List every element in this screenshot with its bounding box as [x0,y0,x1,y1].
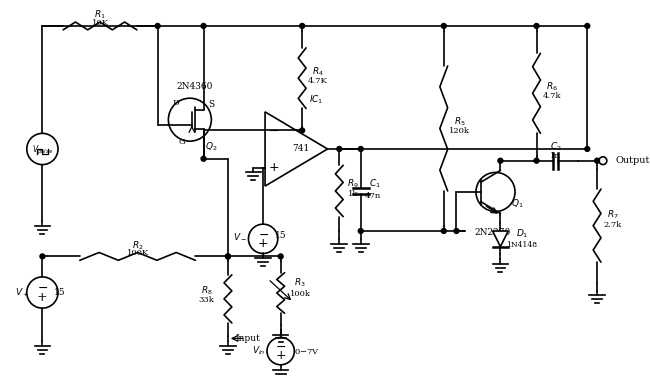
Text: 15: 15 [54,288,66,297]
Circle shape [358,229,363,233]
Text: 15: 15 [275,232,287,240]
Text: 1N4148: 1N4148 [506,241,538,249]
Text: 2N2270: 2N2270 [474,229,511,238]
Text: $-$: $-$ [275,340,286,353]
Text: $C_1$: $C_1$ [369,178,380,190]
Circle shape [534,158,539,163]
Text: $V_{pulse}$: $V_{pulse}$ [32,144,53,158]
Text: 47n: 47n [365,192,381,200]
Text: $R_6$: $R_6$ [546,80,558,93]
Text: $+$: $+$ [275,349,286,362]
Text: $Q_2$: $Q_2$ [205,141,218,153]
Text: 1k: 1k [348,190,358,198]
Text: $-$: $-$ [257,227,268,240]
Text: 0$-$7V: 0$-$7V [294,347,320,356]
Text: $D_1$: $D_1$ [515,228,528,240]
Text: S: S [208,100,214,108]
Circle shape [226,254,230,259]
Circle shape [498,158,503,163]
Text: 4.7K: 4.7K [308,77,328,85]
Text: $R_4$: $R_4$ [312,65,324,78]
Circle shape [585,23,590,28]
Text: $Q_1$: $Q_1$ [511,197,523,210]
Circle shape [534,23,539,28]
Text: G: G [179,138,185,146]
Text: 100K: 100K [127,249,149,257]
Text: $R_8$: $R_8$ [201,284,213,297]
Text: $V_-$: $V_-$ [233,231,248,241]
Circle shape [358,147,363,152]
Circle shape [201,156,206,161]
Circle shape [278,254,283,259]
Text: 2.7k: 2.7k [603,221,622,229]
Text: 33k: 33k [198,296,214,304]
Circle shape [300,23,305,28]
Text: $-$: $-$ [268,124,280,137]
Circle shape [337,147,342,152]
Text: 2N4360: 2N4360 [177,82,213,91]
Text: $R_7$: $R_7$ [607,209,619,221]
Circle shape [201,23,206,28]
Text: $R_1$: $R_1$ [94,9,106,22]
Polygon shape [493,231,508,247]
Circle shape [155,23,160,28]
Circle shape [595,158,599,163]
Text: $R_9$: $R_9$ [347,178,359,190]
Circle shape [585,147,590,152]
Text: $R_5$: $R_5$ [454,115,465,128]
Circle shape [441,23,446,28]
Text: $+$: $+$ [257,237,268,250]
Text: 100k: 100k [290,290,311,299]
Text: 4.7k: 4.7k [543,92,562,100]
Text: D: D [173,99,179,107]
Circle shape [40,254,45,259]
Text: Input: Input [236,334,261,343]
Text: $IC_1$: $IC_1$ [309,94,323,106]
Text: 10K: 10K [92,19,109,27]
Text: $R_3$: $R_3$ [294,277,306,289]
Text: 120k: 120k [449,127,470,135]
Text: 1n: 1n [550,152,561,160]
Text: $-$: $-$ [37,281,48,294]
Circle shape [300,128,305,133]
Text: $+$: $+$ [268,161,280,174]
Text: $V_+$: $V_+$ [15,286,29,299]
Text: $C_2$: $C_2$ [550,141,562,153]
Text: Output: Output [615,156,649,165]
Circle shape [226,254,230,259]
Text: +: + [37,291,47,304]
Text: $R_2$: $R_2$ [132,240,144,252]
Circle shape [441,229,446,233]
Text: $V_{in}$: $V_{in}$ [252,345,265,357]
Circle shape [454,229,459,233]
Text: 741: 741 [292,144,310,153]
